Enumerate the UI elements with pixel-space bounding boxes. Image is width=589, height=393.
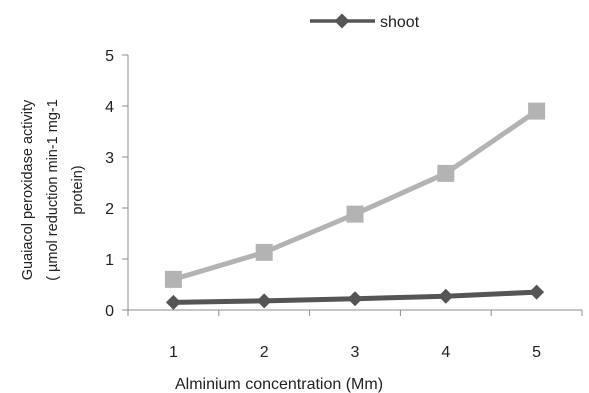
data-point-shoot [529,284,545,300]
y-tick-label: 0 [105,303,114,320]
axes: 0 1 2 3 4 5 1 2 3 4 5 [105,48,583,361]
y-axis-label-line-1: Guaiacol peroxidase activity [20,99,36,280]
legend-label-shoot: shoot [380,14,420,31]
y-tick-label: 2 [105,201,114,218]
series-line-series-2 [170,108,540,282]
y-axis-label: Guaiacol peroxidase activity ( µmol redu… [20,99,86,281]
legend: shoot [310,13,420,31]
data-point-shoot [165,294,181,310]
data-point-series-2 [255,243,273,261]
y-axis-label-line-2: ( µmol reduction min-1 mg-1 [45,99,61,281]
y-tick-label: 1 [105,252,114,269]
data-point-shoot [438,288,454,304]
y-tick-label: 5 [105,48,114,65]
y-tick-label: 3 [105,150,114,167]
x-tick-label: 5 [532,344,541,361]
data-point-series-2 [346,205,364,223]
y-axis-label-line-3: protein) [70,165,86,214]
x-axis-label: Alminium concentration (Mm) [175,376,383,393]
data-point-shoot [256,293,272,309]
data-point-series-2 [437,164,455,182]
x-tick-label: 4 [441,344,450,361]
data-point-series-2 [528,102,546,120]
data-point-series-2 [164,270,182,288]
y-tick-label: 4 [105,99,114,116]
x-tick-label: 3 [351,344,360,361]
legend-marker-shoot [334,13,350,29]
series-group [164,102,546,310]
data-point-shoot [347,291,363,307]
x-tick-label: 2 [260,344,269,361]
x-tick-label: 1 [169,344,178,361]
